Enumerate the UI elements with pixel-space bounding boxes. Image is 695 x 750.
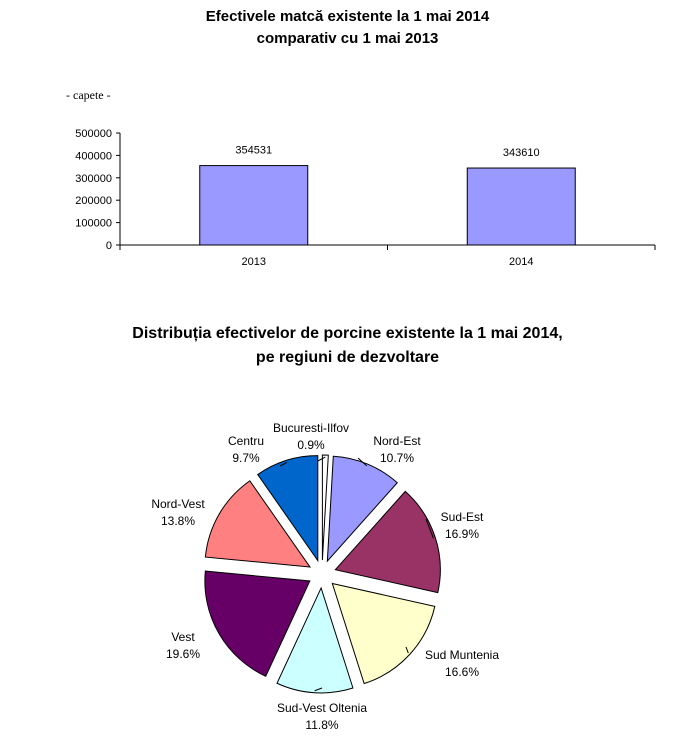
bar-chart: 0 100000 200000 300000 400000 500000 354531 201… <box>75 128 656 268</box>
bar-chart-title: Efectivele matcă existente la 1 mai 2014… <box>0 6 695 50</box>
data-label-2014: 343610 <box>503 147 540 159</box>
pie-label-value-bucuresti-ilfov: 0.9% <box>297 438 325 452</box>
pie-label-name-nord-est: Nord-Est <box>373 434 421 448</box>
pie-label-name-centru: Centru <box>228 434 264 448</box>
leader-line-sud-est <box>425 518 434 539</box>
bar-chart-unit-label: - capete - <box>66 88 111 102</box>
pie-label-value-vest: 19.6% <box>166 647 200 661</box>
x-tick-label-2013: 2013 <box>242 256 266 268</box>
pie-label-name-bucuresti-ilfov: Bucuresti-Ilfov <box>273 421 349 435</box>
pie-slice-nord-vest <box>204 480 311 568</box>
pie-label-value-nord-vest: 13.8% <box>161 514 195 528</box>
pie-label-value-sud-muntenia: 16.6% <box>445 665 479 679</box>
leader-line-sud-muntenia <box>405 646 409 654</box>
data-label-2013: 354531 <box>235 145 272 157</box>
pie-slice-vest <box>204 570 311 677</box>
x-tick-label-2014: 2014 <box>509 256 533 268</box>
pie-label-value-nord-est: 10.7% <box>380 451 414 465</box>
y-tick-label: 400000 <box>75 150 112 162</box>
leader-line-nord-est <box>357 457 368 467</box>
pie-label-value-sud-vest-oltenia: 11.8% <box>305 718 338 732</box>
pie-slice-sud-vest-oltenia <box>276 586 354 694</box>
pie-label-name-sud-muntenia: Sud Muntenia <box>425 648 499 662</box>
pie-slice-sud-est <box>334 490 441 594</box>
bar-2014 <box>466 167 576 246</box>
pie-chart-title-line-2: pe regiuni de dezvoltare <box>255 349 440 366</box>
bar-chart-title-line-2: comparativ cu 1 mai 2013 <box>256 30 439 47</box>
pie-label-name-vest: Vest <box>171 630 195 644</box>
pie-slice-nord-est <box>326 455 398 563</box>
y-tick-label: 300000 <box>75 173 112 185</box>
pie-chart-title-line-1: Distribuția efectivelor de porcine exist… <box>132 325 563 342</box>
pie-slice-centru <box>256 455 319 563</box>
y-tick-label: 0 <box>106 240 112 252</box>
pie-label-value-centru: 9.7% <box>232 451 260 465</box>
y-tick-label: 100000 <box>75 218 112 230</box>
pie-label-name-sud-est: Sud-Est <box>441 510 484 524</box>
pie-chart-title: Distribuția efectivelor de porcine exist… <box>0 322 695 370</box>
leader-line-sud-vest-oltenia <box>314 687 323 692</box>
pie-slice-sud-muntenia <box>331 582 436 685</box>
bar-chart-title-line-1: Efectivele matcă existente la 1 mai 2014 <box>205 8 490 25</box>
pie-label-name-nord-vest: Nord-Vest <box>151 497 205 511</box>
y-tick-label: 200000 <box>75 195 112 207</box>
leader-line-centru <box>279 461 288 467</box>
y-tick-label: 500000 <box>75 128 112 140</box>
pie-label-value-sud-est: 16.9% <box>445 527 479 541</box>
pie-slice-bucuresti-ilfov <box>321 454 329 561</box>
pie-label-name-sud-vest-oltenia: Sud-Vest Oltenia <box>277 701 367 715</box>
bar-2013 <box>199 165 309 246</box>
